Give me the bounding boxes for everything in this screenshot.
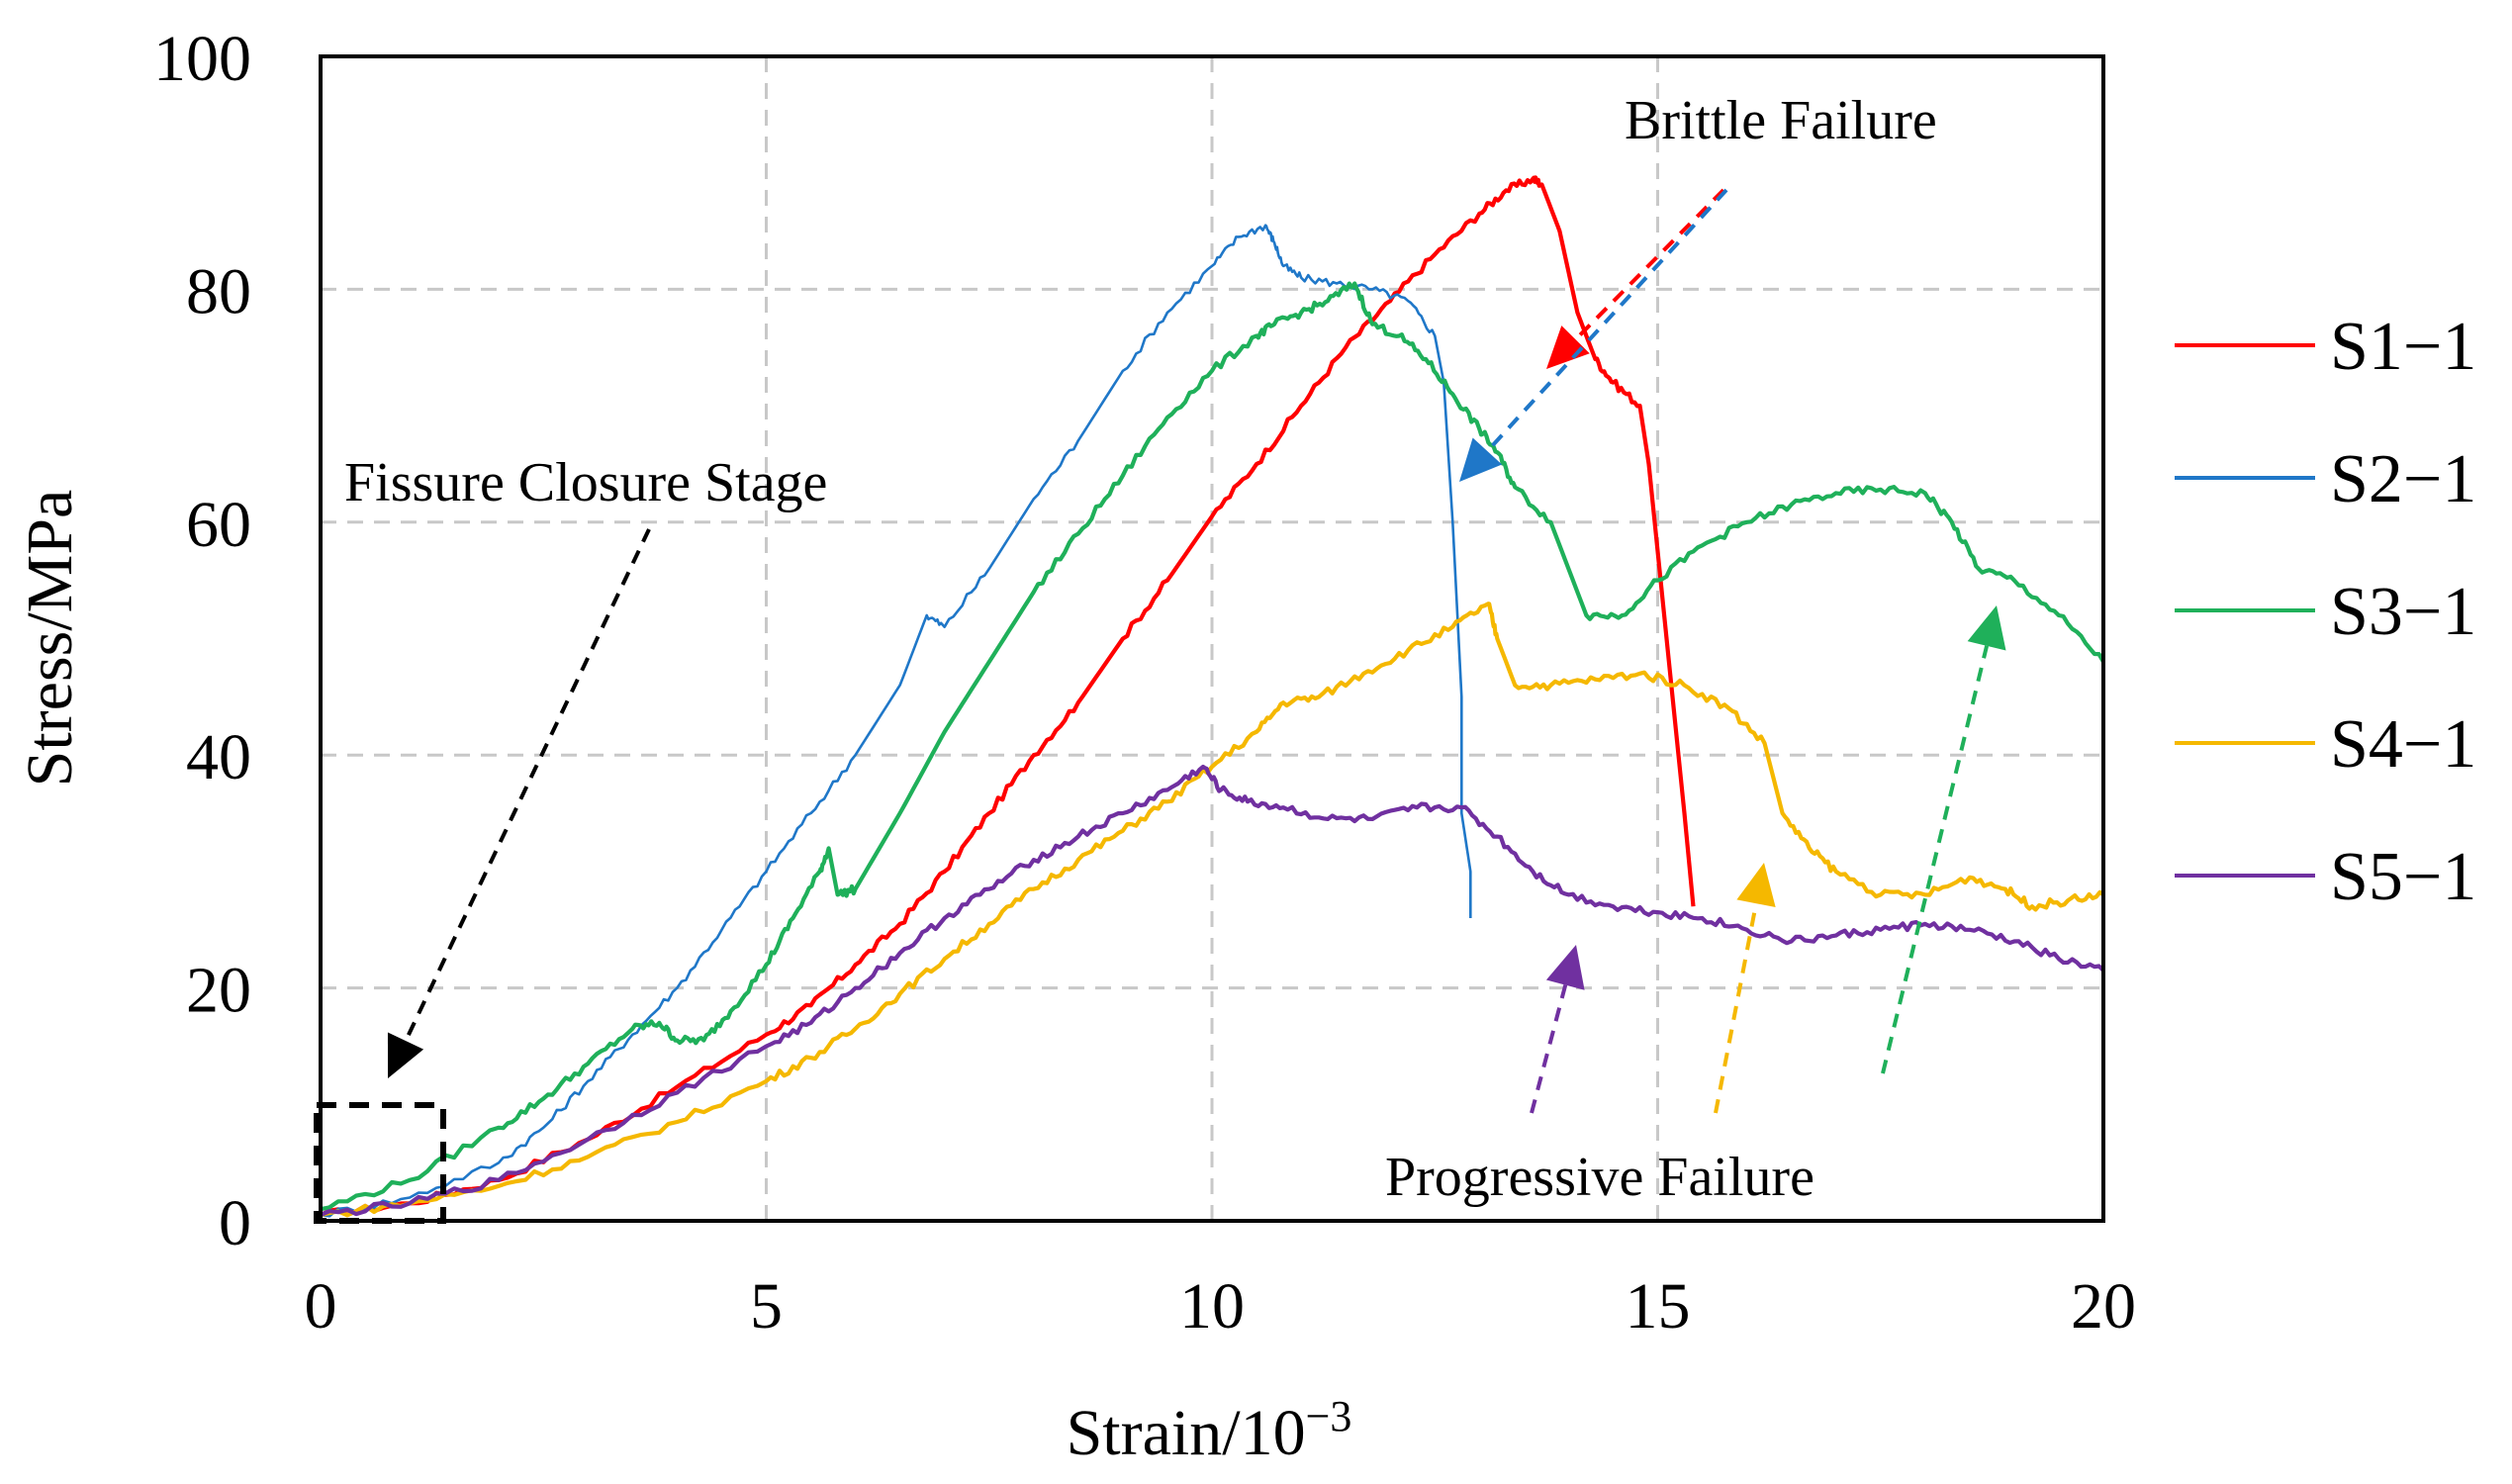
plot-frame: [319, 54, 2105, 1223]
y-tick-label: 60: [186, 489, 251, 561]
x-tick-label: 5: [750, 1270, 783, 1343]
legend-label: S5−1: [2330, 839, 2476, 915]
x-tick-label: 0: [305, 1270, 337, 1343]
series-line-4: [320, 602, 2105, 1218]
series-line-1: [320, 175, 1696, 1218]
x-tick-label: 15: [1626, 1270, 1691, 1343]
x-axis-label-base: Strain/10: [1067, 1397, 1306, 1469]
legend-item-3: S3−1: [2175, 574, 2476, 650]
series-line-2: [320, 224, 1472, 1218]
x-axis-label-exponent: −3: [1306, 1392, 1352, 1440]
legend-item-4: S4−1: [2175, 706, 2476, 783]
legend-label: S1−1: [2330, 309, 2476, 385]
grid-layer: [321, 56, 2103, 1221]
annotation-layer: Brittle Failure Fissure Closure Stage Prog…: [314, 90, 2006, 1224]
x-axis-label: Strain/10−3: [1067, 1392, 1352, 1470]
legend-label: S2−1: [2330, 441, 2476, 517]
legend-item-5: S5−1: [2175, 839, 2476, 915]
brittle-failure-arrow-red: [1546, 188, 1725, 369]
series-line-3: [320, 281, 2105, 1212]
legend-item-1: S1−1: [2175, 309, 2476, 385]
fissure-closure-arrow: [387, 528, 651, 1078]
y-tick-label: 20: [186, 955, 251, 1027]
x-tick-label: 20: [2071, 1270, 2136, 1343]
brittle-failure-arrow-blue: [1459, 188, 1728, 482]
y-tick-label: 0: [219, 1187, 251, 1259]
x-tick-label: 10: [1179, 1270, 1245, 1343]
y-tick-label: 80: [186, 255, 251, 327]
series-layer: [320, 175, 2105, 1218]
legend: S1−1 S2−1 S3−1 S4−1 S5−1: [2175, 309, 2476, 915]
progressive-failure-arrow-purple: [1530, 945, 1585, 1114]
legend-label: S3−1: [2330, 574, 2476, 650]
progressive-failure-label: Progressive Failure: [1385, 1147, 1814, 1208]
progressive-failure-arrow-yellow: [1714, 863, 1776, 1114]
fissure-closure-label: Fissure Closure Stage: [344, 452, 827, 513]
legend-label: S4−1: [2330, 706, 2476, 783]
y-axis-label: Stress/MPa: [14, 490, 86, 788]
series-line-5: [320, 764, 2105, 1218]
legend-item-2: S2−1: [2175, 441, 2476, 517]
y-tick-label: 100: [153, 23, 251, 95]
brittle-failure-label: Brittle Failure: [1625, 90, 1937, 151]
y-tick-label: 40: [186, 721, 251, 793]
progressive-failure-arrow-green: [1881, 605, 2006, 1074]
tick-layer: 0 5 10 15 20 0 20 40 60 80 100: [153, 23, 2136, 1343]
